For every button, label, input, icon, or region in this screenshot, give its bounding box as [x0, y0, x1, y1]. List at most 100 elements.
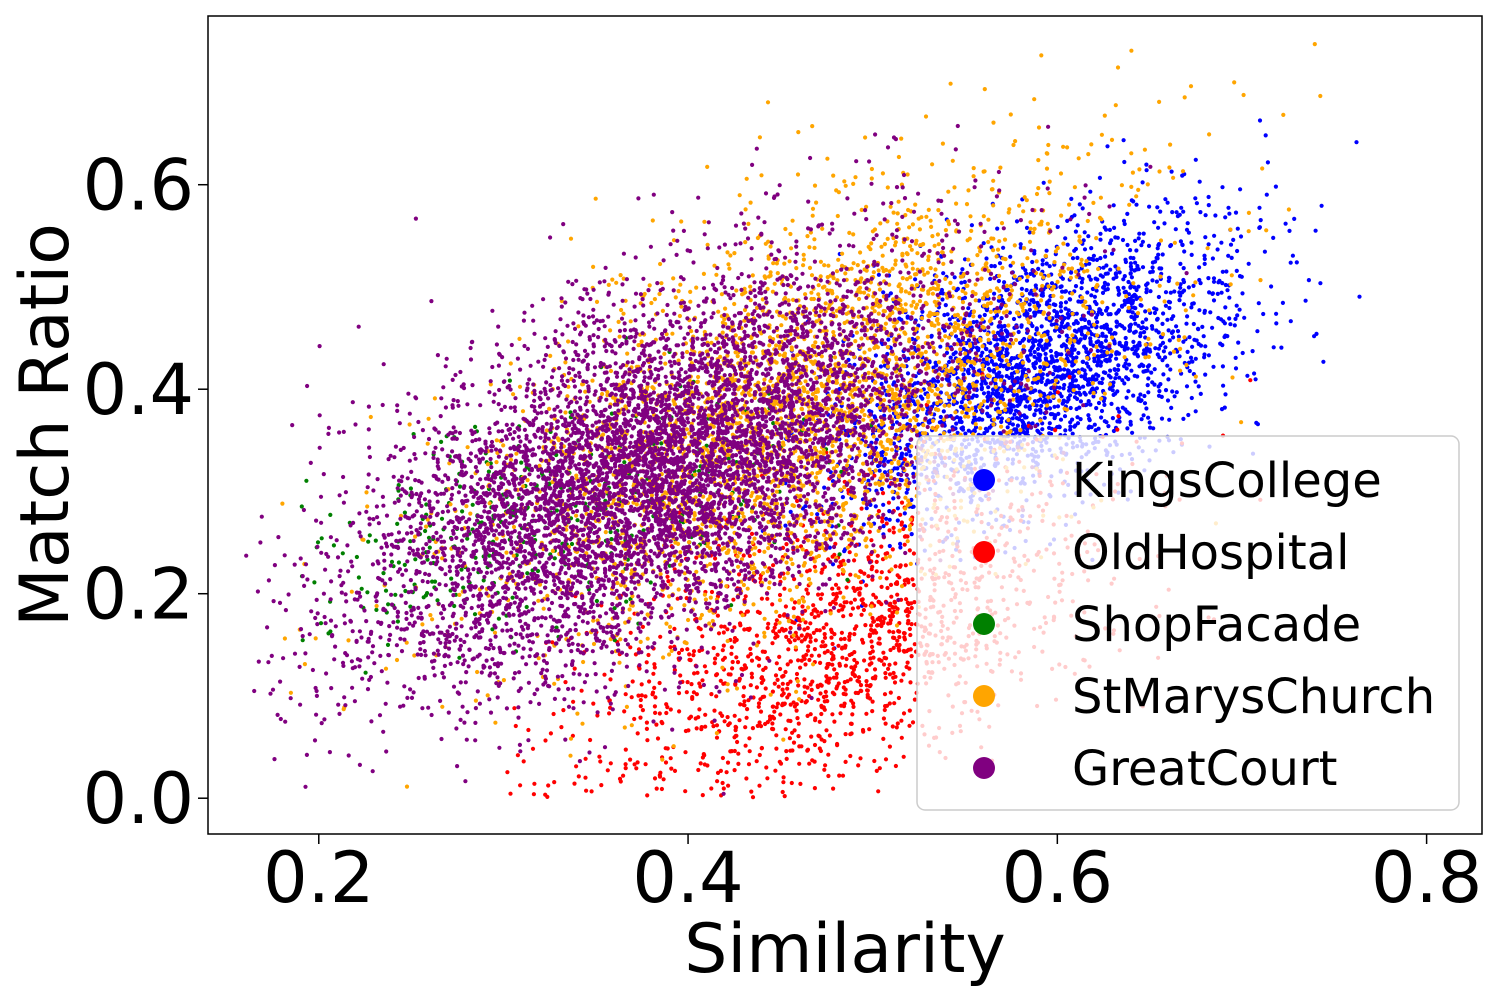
data-point	[1143, 369, 1148, 374]
data-point	[1063, 236, 1068, 241]
data-point	[989, 358, 994, 364]
data-point	[819, 705, 824, 710]
data-point	[1257, 225, 1262, 230]
data-point	[1163, 303, 1168, 308]
data-point	[1233, 355, 1238, 360]
data-point	[607, 711, 612, 716]
data-point	[1122, 381, 1127, 386]
data-point	[1130, 310, 1135, 315]
data-point	[857, 679, 862, 684]
data-point	[1123, 289, 1128, 294]
data-point	[1049, 354, 1054, 359]
data-point	[802, 627, 807, 632]
data-point	[893, 661, 898, 666]
data-point	[1136, 284, 1141, 289]
data-point	[805, 648, 811, 653]
data-point	[742, 699, 747, 704]
data-point	[652, 662, 657, 667]
data-point	[647, 679, 652, 684]
data-point	[771, 629, 776, 634]
data-point	[1129, 368, 1134, 373]
data-point	[895, 506, 901, 511]
data-point	[1005, 334, 1010, 339]
data-point	[1088, 277, 1093, 282]
data-point	[891, 496, 896, 501]
data-point	[639, 682, 644, 687]
data-point	[868, 683, 873, 688]
data-point	[1354, 140, 1359, 145]
data-point	[1006, 366, 1011, 371]
data-point	[1089, 246, 1094, 251]
data-point	[803, 529, 809, 534]
data-point	[991, 203, 996, 208]
data-point	[987, 414, 992, 419]
data-point	[805, 591, 811, 596]
data-point	[736, 761, 741, 767]
data-point	[837, 773, 842, 778]
data-point	[548, 731, 554, 736]
data-point	[1167, 417, 1172, 422]
data-point	[941, 271, 946, 276]
data-point	[1079, 325, 1084, 330]
data-point	[953, 410, 958, 415]
data-point	[720, 648, 725, 653]
data-point	[1136, 267, 1141, 272]
data-point	[1168, 290, 1173, 295]
data-point	[884, 516, 889, 521]
data-point	[1024, 225, 1030, 230]
data-point	[792, 577, 797, 582]
data-point	[816, 592, 821, 597]
data-point	[889, 460, 894, 466]
data-point	[859, 688, 864, 694]
data-point	[1075, 421, 1081, 426]
data-point	[1035, 346, 1041, 352]
data-point	[1082, 390, 1087, 395]
data-point	[750, 273, 755, 278]
data-point	[899, 678, 904, 683]
data-point	[1116, 266, 1121, 271]
data-point	[1196, 384, 1201, 389]
data-point	[1018, 242, 1023, 247]
data-point	[1139, 243, 1144, 248]
data-point	[732, 768, 737, 773]
data-point	[702, 762, 707, 767]
data-point	[543, 792, 548, 797]
data-point	[373, 538, 378, 543]
data-point	[1044, 248, 1049, 253]
data-point	[866, 478, 871, 483]
data-point	[427, 545, 432, 550]
data-point	[1166, 377, 1171, 382]
data-point	[638, 715, 643, 720]
data-point	[1133, 238, 1138, 243]
data-point	[420, 622, 425, 627]
data-point	[830, 662, 835, 667]
data-point	[848, 572, 853, 577]
data-point	[1121, 285, 1126, 290]
data-point	[1303, 298, 1308, 303]
data-point	[720, 755, 726, 761]
data-point	[781, 780, 786, 785]
data-point	[1169, 169, 1174, 174]
data-point	[1112, 367, 1117, 372]
data-point	[904, 649, 909, 654]
data-point	[802, 677, 807, 682]
data-point	[885, 585, 890, 591]
data-point	[1032, 310, 1037, 315]
data-point	[781, 775, 786, 780]
data-point	[1148, 425, 1153, 430]
data-point	[518, 783, 523, 788]
data-point	[1063, 343, 1068, 348]
data-point	[1131, 199, 1136, 204]
data-point	[1072, 328, 1077, 333]
data-point	[909, 654, 914, 659]
data-point	[901, 672, 906, 677]
data-point	[734, 655, 739, 660]
data-point	[459, 567, 464, 572]
data-point	[766, 239, 771, 244]
data-point	[891, 441, 897, 446]
data-point	[1079, 374, 1084, 379]
data-point	[1033, 338, 1038, 343]
data-point	[983, 346, 989, 351]
data-point	[1178, 293, 1183, 298]
data-point	[773, 673, 779, 678]
